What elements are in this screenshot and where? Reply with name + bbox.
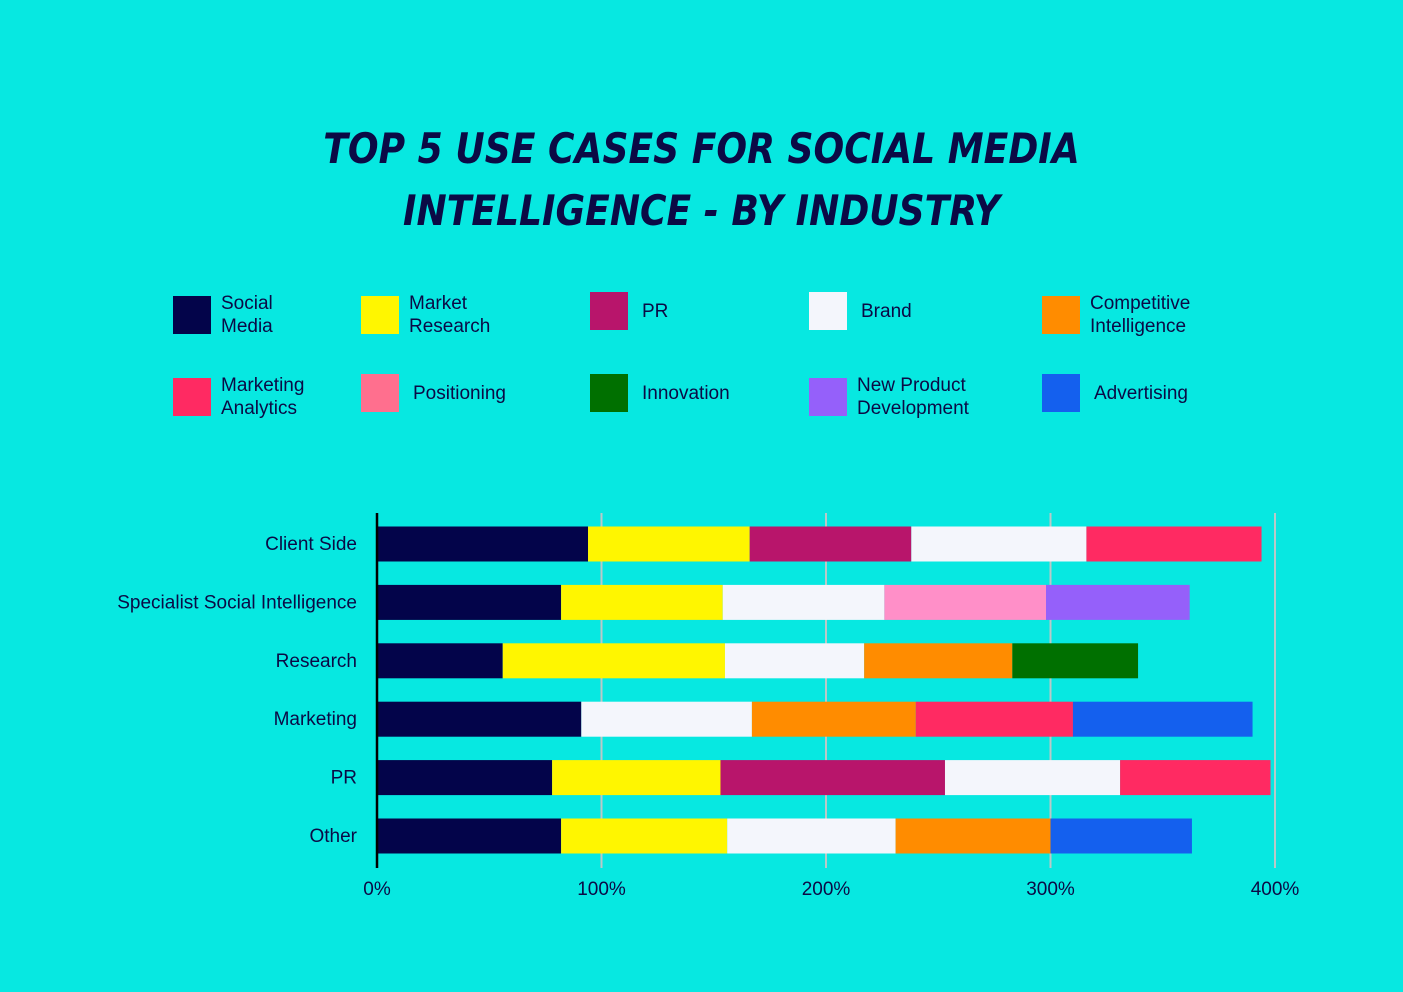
legend-item-2: PR xyxy=(590,292,668,330)
bar-segment xyxy=(722,584,885,620)
bar-segment xyxy=(720,760,945,796)
legend-swatch xyxy=(361,296,399,334)
bar-segment xyxy=(552,760,721,796)
bar-segment xyxy=(724,643,865,679)
legend-swatch xyxy=(1042,374,1080,412)
bar-segment xyxy=(727,818,896,854)
bar-segment xyxy=(1012,643,1139,679)
bar-segment xyxy=(749,526,912,562)
x-tick-label: 300% xyxy=(1026,879,1075,900)
bar-segment xyxy=(1050,818,1192,854)
legend-label: Innovation xyxy=(642,382,730,404)
bar-segment xyxy=(561,818,728,854)
bar-segment xyxy=(377,643,503,679)
chart-title-line-2: intelligence - by industry xyxy=(403,186,1000,235)
bar-segment xyxy=(1086,526,1262,562)
legend-item-8: New Product Development xyxy=(809,374,969,420)
legend-label: Brand xyxy=(861,300,912,322)
legend-swatch xyxy=(590,374,628,412)
bar-segment xyxy=(377,526,589,562)
x-tick-label: 200% xyxy=(802,879,851,900)
bar-segment xyxy=(911,526,1087,562)
legend-label: Competitive Intelligence xyxy=(1090,293,1191,337)
x-tick-label: 400% xyxy=(1251,879,1300,900)
bar-segment xyxy=(895,818,1051,854)
bar-segment xyxy=(864,643,1013,679)
bar-segment xyxy=(581,701,752,737)
legend-swatch xyxy=(1042,296,1080,334)
bar-segment xyxy=(377,760,553,796)
bar-segment xyxy=(1072,701,1253,737)
legend-item-0: Social Media xyxy=(173,292,273,338)
legend-swatch xyxy=(590,292,628,330)
bar-segment xyxy=(502,643,725,679)
category-label: Client Side xyxy=(265,534,357,555)
category-label: Marketing xyxy=(274,709,357,730)
bar-segment xyxy=(588,526,750,562)
bar-segment xyxy=(915,701,1073,737)
legend-swatch xyxy=(361,374,399,412)
legend-item-7: Innovation xyxy=(590,374,730,412)
legend-swatch xyxy=(809,378,847,416)
legend-label: Marketing Analytics xyxy=(221,375,305,419)
x-tick-label: 100% xyxy=(577,879,626,900)
category-label: Specialist Social Intelligence xyxy=(117,592,357,613)
bar-segment xyxy=(1046,584,1190,620)
bar-segment xyxy=(944,760,1121,796)
bar-segment xyxy=(377,701,582,737)
bar-segment xyxy=(561,584,723,620)
legend-label: Advertising xyxy=(1094,382,1188,404)
legend-item-3: Brand xyxy=(809,292,912,330)
legend-label: Social Media xyxy=(221,293,273,337)
legend-item-4: Competitive Intelligence xyxy=(1042,292,1190,338)
bar-segment xyxy=(884,584,1047,620)
legend-label: New Product Development xyxy=(857,375,969,419)
bar-segment xyxy=(377,584,562,620)
x-tick-label: 0% xyxy=(363,879,391,900)
legend-swatch xyxy=(173,296,211,334)
legend-item-9: Advertising xyxy=(1042,374,1188,412)
legend-swatch xyxy=(809,292,847,330)
bar-segment xyxy=(751,701,916,737)
category-label: PR xyxy=(331,768,357,789)
bar-segment xyxy=(1120,760,1271,796)
category-label: Other xyxy=(309,826,357,847)
legend-label: PR xyxy=(642,300,669,322)
legend-label: Market Research xyxy=(409,293,491,337)
legend-item-6: Positioning xyxy=(361,374,506,412)
category-label: Research xyxy=(276,651,357,672)
legend-label: Positioning xyxy=(413,382,506,404)
legend-item-5: Marketing Analytics xyxy=(173,374,304,420)
bar-segment xyxy=(377,818,562,854)
legend-item-1: Market Research xyxy=(361,292,490,338)
chart-title: Top 5 use cases for social media intelli… xyxy=(0,118,1403,242)
chart-title-line-1: Top 5 use cases for social media xyxy=(323,124,1080,173)
legend-swatch xyxy=(173,378,211,416)
